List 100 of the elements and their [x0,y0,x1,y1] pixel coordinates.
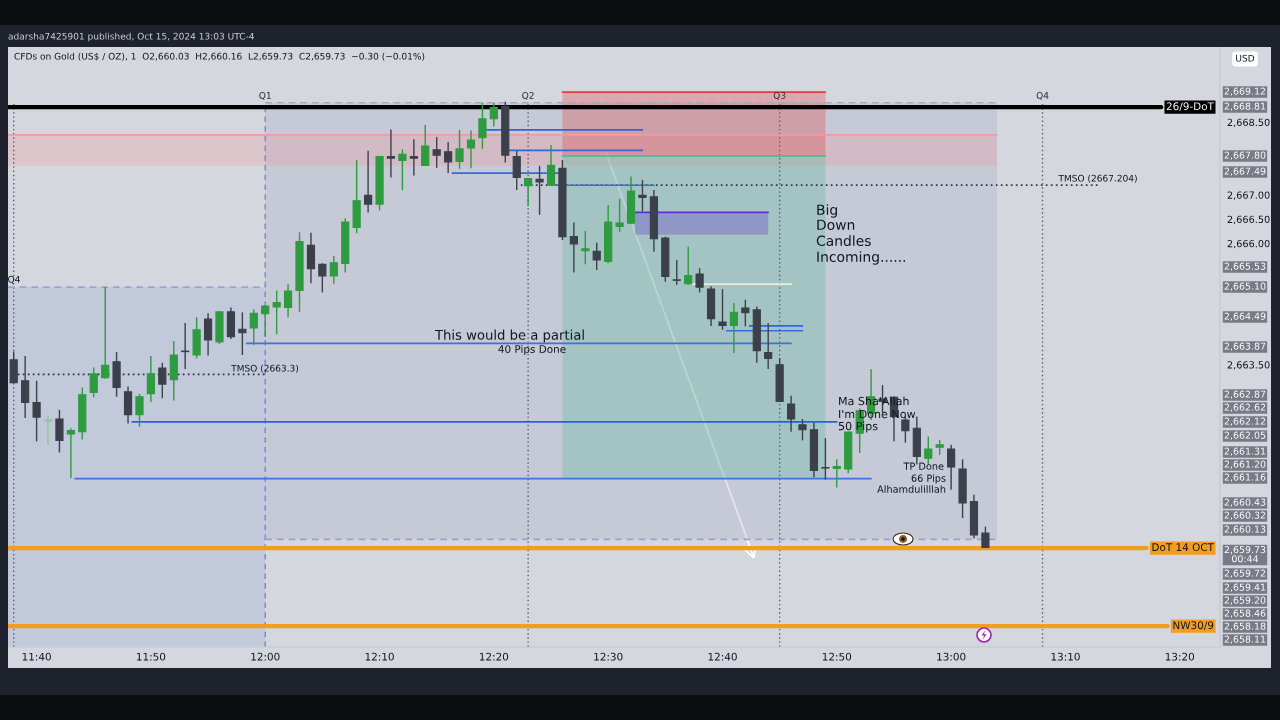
candlestick [432,136,441,169]
candlestick [386,128,396,179]
text: 2,665.53 [1224,262,1266,271]
candlestick [592,241,601,271]
annotation: TMSO (2667.204) [1058,174,1137,183]
candlestick [741,299,750,328]
candlestick [89,366,98,398]
text: 2,659.72 [1224,569,1266,578]
candlestick [695,267,704,294]
candlestick [489,102,498,128]
y-tick-label: 2,667.00 [1227,191,1270,200]
ref-line-label: NW30/9 [1173,621,1214,630]
x-tick-label: 12:20 [479,652,509,661]
candlestick [181,322,190,370]
candlestick [478,102,487,150]
annotation: Down [817,219,855,231]
annotation: 66 Pips [911,474,946,484]
text: 2,662.62 [1224,403,1266,412]
candlestick [123,385,133,425]
candlestick [615,198,624,233]
text: 2,663.87 [1224,342,1266,351]
annotation: Incoming...... [817,251,906,265]
annotation: Q4 [8,275,20,284]
text: 2,662.12 [1224,417,1266,426]
candlestick [581,230,590,265]
annotation: Alhamdulilllah [877,485,946,493]
text: 2,659.73 00:44 [1224,546,1266,563]
candlestick [135,393,144,428]
y-tick-label: 2,668.50 [1227,118,1270,128]
x-tick-label: 12:40 [708,652,737,661]
candlestick [318,262,327,294]
x-tick-label: 13:10 [1051,652,1080,661]
text: 2,662.05 [1224,431,1266,440]
x-tick-label: 12:30 [594,652,623,661]
candlestick [524,177,533,207]
annotation: TMSO (2663.3) [231,364,299,373]
text: 2,659.20 [1224,596,1266,605]
text: CFDs on Gold (US$ / OZ), 1 O2,660.03 H2,660.16 L2,659.73 C2,659.73 −0.30 (−0.01%) [14,52,425,61]
text: 2,661.20 [1224,460,1266,469]
candlestick [329,255,338,285]
x-tick-label: 13:20 [1165,652,1195,661]
text: 2,658.46 [1224,609,1266,618]
candlestick [261,304,270,338]
annotation: Candles [816,235,871,247]
x-tick-label: 12:10 [365,652,394,661]
candlestick [398,148,407,191]
candlestick [409,138,418,177]
x-tick-label: 13:00 [937,652,966,661]
ref-line-label: 26/9-DoT [1166,102,1214,111]
text: 2,661.16 [1224,473,1266,482]
text: 2,669.12 [1224,87,1266,96]
candlestick [306,232,316,284]
ref-line-label: DoT 14 OCT [1152,543,1214,552]
candlestick [9,350,18,384]
y-tick-label: 2,663.50 [1227,361,1270,370]
candlestick [798,418,807,442]
text: 2,659.41 [1224,583,1266,592]
text: 2,661.31 [1224,447,1266,456]
candlestick [455,129,464,170]
text: 2,664.49 [1224,312,1266,321]
candlestick [764,322,773,370]
y-tick-label: 2,666.50 [1227,215,1270,225]
text: 2,667.49 [1224,167,1266,176]
candlestick [249,308,258,346]
ref-line-label: Q3 [773,91,786,100]
candlestick [158,362,167,399]
text: 2,660.13 [1224,525,1266,534]
y-axis-title: USD [1236,54,1255,62]
chart-subtitle: adarsha7425901 published, Oct 15, 2024 13:03 UTC-4 [8,32,255,42]
ref-line-label: Q2 [522,91,534,100]
candlestick [546,144,556,187]
candlestick [718,288,727,331]
text: 2,660.32 [1224,511,1266,520]
candlestick [283,283,293,318]
text: 2,665.10 [1224,282,1266,291]
annotation: This would be a partial [434,329,584,343]
candlestick [466,129,476,169]
candlestick [32,380,41,443]
annotation: 40 Pips Done [498,344,566,356]
candlestick [821,437,830,481]
candlestick [832,458,841,489]
candlestick [146,355,155,403]
candlestick [512,150,521,191]
annotation: TP Done [903,462,944,470]
ref-line-label: Q4 [1036,91,1049,100]
text: 2,668.81 [1224,102,1266,111]
candlestick [21,355,30,419]
candlestick [364,150,373,214]
x-tick-label: 11:40 [22,652,51,661]
candlestick [787,395,796,433]
candlestick [238,311,247,356]
candlestick [569,221,578,274]
candlestick [947,444,956,491]
candlestick [66,427,75,479]
text: 2,660.43 [1224,498,1266,507]
ref-line-label: Q1 [259,91,271,100]
x-tick-label: 12:50 [822,652,852,661]
text: 2,658.18 [1224,622,1266,631]
annotation: Big [817,204,837,218]
candlestick [272,289,281,335]
